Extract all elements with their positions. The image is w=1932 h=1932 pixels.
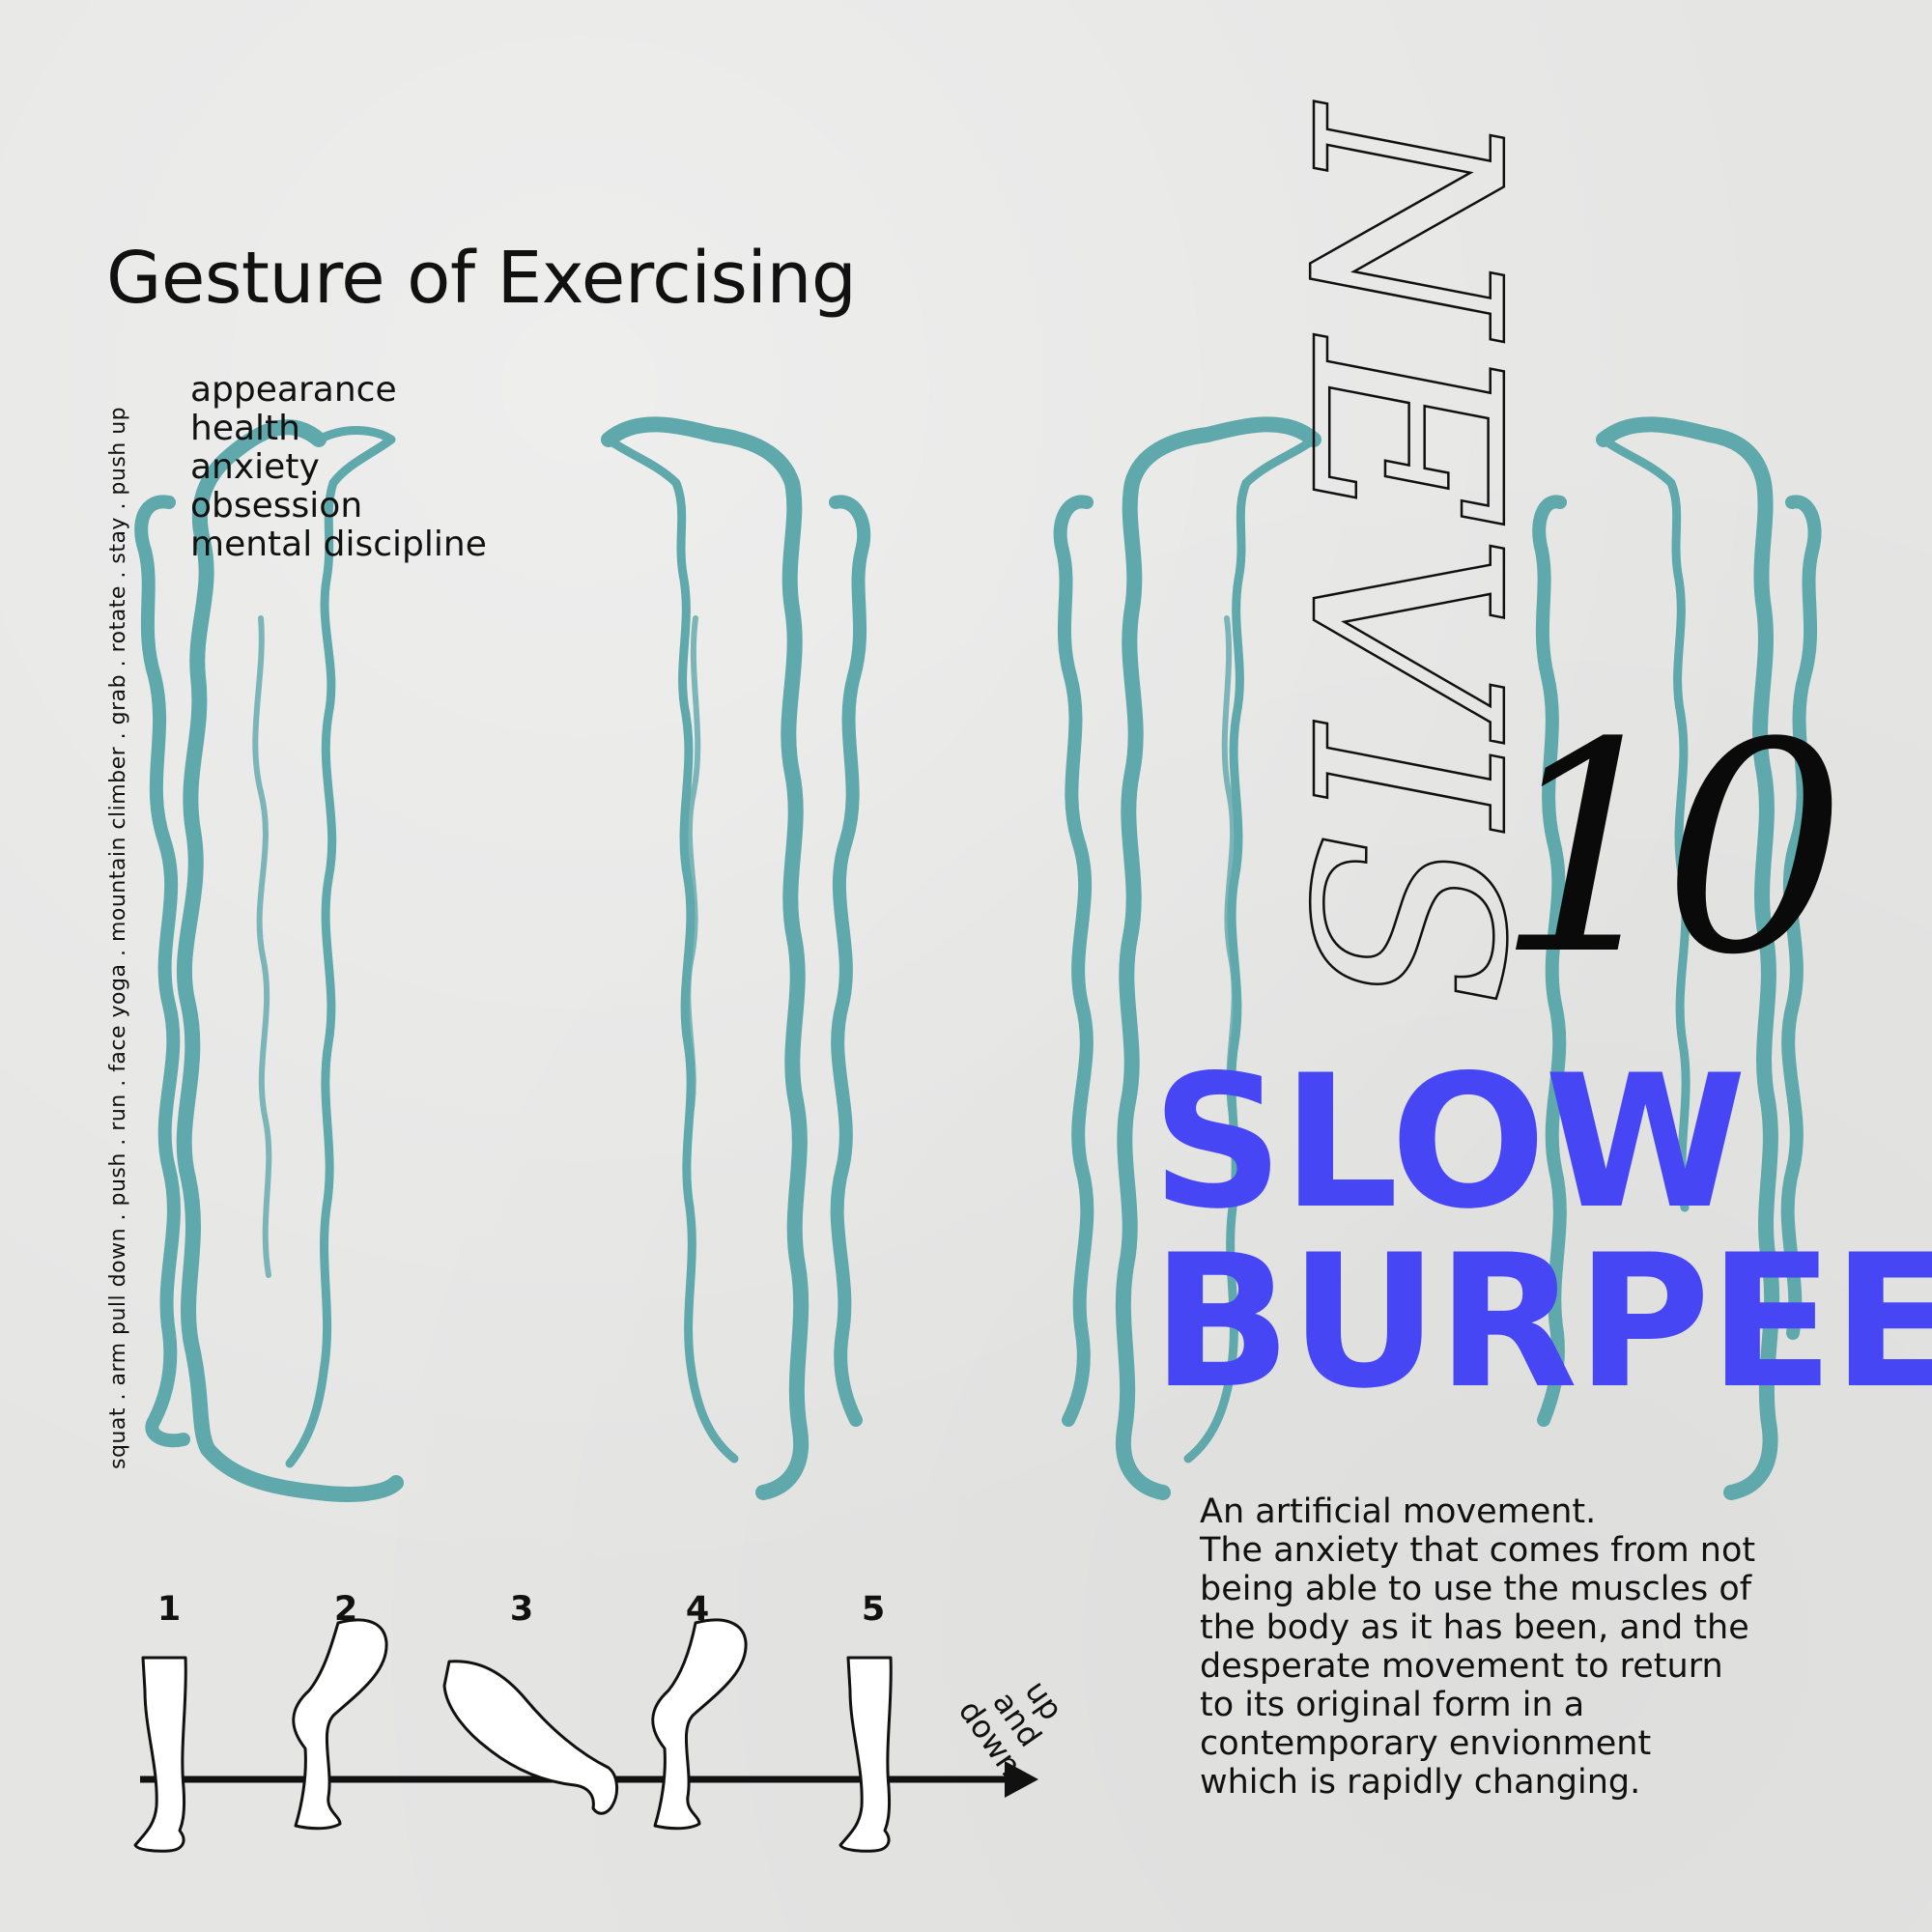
- leg-step-1: [133, 1656, 187, 1853]
- headline-line: SLOW: [1151, 1036, 1747, 1249]
- leg-step-3: [442, 1660, 618, 1815]
- description-line: to its original form in a: [1200, 1686, 1585, 1724]
- keyword-item: obsession: [190, 486, 363, 526]
- keyword-list: appearance health anxiety obsession ment…: [190, 371, 487, 564]
- description-line: which is rapidly changing.: [1200, 1763, 1641, 1802]
- figure-4: [1532, 416, 1822, 1500]
- episode-number: 10: [1495, 681, 1847, 1018]
- leg-step-4: [651, 1618, 748, 1831]
- step-number-4: 4: [685, 1590, 710, 1629]
- step-number-2: 2: [333, 1590, 358, 1629]
- description: An artificial movement. The anxiety that…: [1200, 1492, 1755, 1802]
- figure-2: [601, 416, 871, 1500]
- keyword-item: mental discipline: [190, 525, 487, 564]
- keyword-item: health: [190, 409, 300, 448]
- figure-3: [1053, 416, 1321, 1500]
- keyword-item: anxiety: [190, 447, 320, 487]
- leg-step-5: [838, 1656, 893, 1853]
- description-line: being able to use the muscles of: [1200, 1570, 1752, 1608]
- page-title: Gesture of Exercising: [106, 237, 857, 320]
- description-line: An artificial movement.: [1200, 1492, 1597, 1531]
- headline: SLOW BURPEE: [1151, 1036, 1932, 1429]
- leg-step-2: [292, 1618, 388, 1831]
- keyword-item: appearance: [190, 370, 397, 410]
- description-line: desperate movement to return: [1200, 1647, 1723, 1686]
- headline-line: BURPEE: [1151, 1215, 1932, 1429]
- figure-1: [134, 419, 404, 1502]
- step-number-1: 1: [156, 1590, 182, 1629]
- step-legs: [133, 1618, 893, 1853]
- step-number-3: 3: [509, 1590, 534, 1629]
- description-line: contemporary envionment: [1200, 1724, 1652, 1763]
- exercise-list-vertical: squat . arm pull down . push . run . fac…: [106, 406, 130, 1469]
- description-line: the body as it has been, and the: [1200, 1608, 1749, 1647]
- step-number-5: 5: [861, 1590, 886, 1629]
- description-line: The anxiety that comes from not: [1200, 1531, 1756, 1570]
